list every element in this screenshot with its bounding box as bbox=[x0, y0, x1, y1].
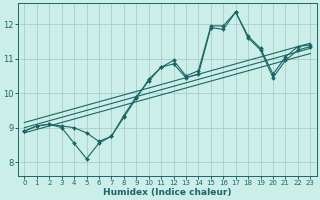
X-axis label: Humidex (Indice chaleur): Humidex (Indice chaleur) bbox=[103, 188, 232, 197]
